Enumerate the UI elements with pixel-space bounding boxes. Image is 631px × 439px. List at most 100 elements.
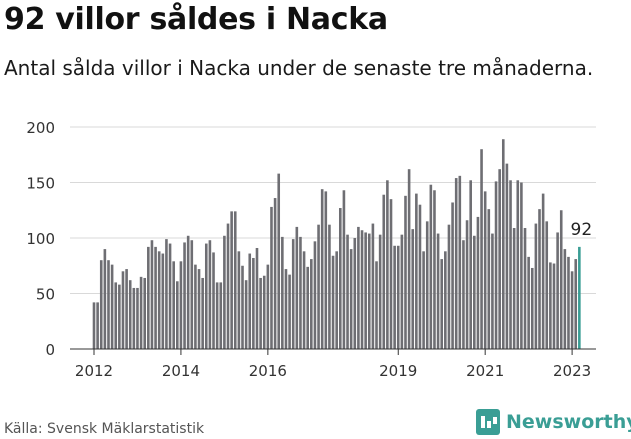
bar	[201, 277, 204, 349]
bar	[103, 249, 107, 349]
bar	[473, 235, 476, 349]
bar	[284, 269, 288, 349]
bar-highlight	[578, 246, 581, 349]
brand-name: Newsworthy	[506, 411, 631, 433]
bar	[342, 190, 346, 349]
bar	[128, 280, 132, 349]
x-tick-label: 2016	[249, 362, 287, 380]
bar	[266, 264, 270, 349]
bar	[523, 228, 527, 349]
last-value-label: 92	[571, 220, 593, 240]
bar	[404, 195, 407, 349]
bar	[338, 208, 342, 349]
bar-series	[92, 139, 581, 349]
bar	[154, 246, 157, 349]
bar	[487, 209, 491, 349]
bar	[559, 210, 563, 349]
newsworthy-logo-icon	[476, 409, 500, 435]
bar	[212, 252, 215, 349]
bar	[400, 234, 404, 349]
bar	[520, 182, 523, 349]
bar	[328, 224, 331, 349]
bar	[563, 249, 567, 349]
bar	[183, 242, 186, 349]
bar	[172, 261, 175, 349]
bar	[494, 181, 498, 349]
bar	[320, 189, 324, 349]
bar	[433, 190, 436, 349]
bar	[462, 240, 465, 349]
bar	[226, 223, 230, 349]
bar	[570, 271, 574, 349]
bar	[447, 224, 451, 349]
y-tick-label: 150	[26, 175, 55, 193]
bar	[310, 259, 313, 349]
bar	[237, 251, 241, 349]
bar	[469, 180, 472, 349]
bar	[375, 261, 378, 349]
bar	[389, 199, 393, 349]
bar	[92, 302, 96, 349]
bar	[147, 246, 150, 349]
bar	[505, 163, 509, 349]
bar	[165, 239, 168, 349]
bar	[353, 238, 357, 349]
bar	[121, 271, 125, 349]
bar	[480, 149, 483, 349]
bar	[425, 221, 429, 349]
bar	[393, 245, 396, 349]
bar-chart: 0 50 100 150 200 2012 2014 2016 2019 2021 2023 92	[26, 119, 596, 380]
axes: 0 50 100 150 200 2012 2014 2016 2019 2021 2023	[26, 119, 596, 380]
bar	[429, 184, 433, 349]
bar	[114, 282, 118, 349]
bar	[291, 239, 295, 349]
x-tick-label: 2021	[466, 362, 504, 380]
bar	[139, 276, 143, 349]
bar	[444, 251, 447, 349]
bar	[248, 253, 252, 349]
bar	[179, 261, 183, 349]
bar	[501, 139, 505, 349]
bar	[545, 221, 549, 349]
bar	[186, 235, 190, 349]
source-note: Källa: Svensk Mäklarstatistik	[4, 421, 205, 437]
bar	[204, 243, 208, 349]
bar	[407, 169, 411, 349]
bar	[418, 204, 422, 349]
bar	[150, 240, 154, 349]
bar	[136, 287, 139, 349]
bar	[230, 211, 233, 349]
bar	[346, 234, 349, 349]
bar	[255, 247, 259, 349]
bar	[270, 206, 273, 349]
bar	[552, 263, 556, 349]
bar	[512, 228, 516, 349]
bar	[96, 302, 99, 349]
bar	[262, 275, 266, 349]
bar	[371, 223, 375, 349]
bar	[509, 180, 512, 349]
x-tick-label: 2012	[75, 362, 113, 380]
bar	[567, 256, 570, 349]
bar	[349, 249, 353, 349]
bar	[458, 175, 462, 349]
bar	[281, 236, 284, 349]
bar	[331, 255, 335, 349]
bar	[118, 284, 121, 349]
x-tick-label: 2023	[553, 362, 591, 380]
bar	[273, 198, 277, 349]
bar	[197, 269, 201, 349]
bar	[378, 234, 382, 349]
bar	[360, 230, 364, 349]
bar	[574, 259, 578, 349]
bar	[465, 220, 469, 349]
bar	[176, 281, 179, 349]
bar	[364, 232, 367, 349]
bar	[476, 216, 480, 349]
bar	[411, 229, 415, 349]
bar	[335, 251, 338, 349]
bar	[168, 243, 172, 349]
bar	[530, 267, 534, 349]
bar	[454, 178, 458, 349]
y-tick-label: 200	[26, 119, 55, 137]
